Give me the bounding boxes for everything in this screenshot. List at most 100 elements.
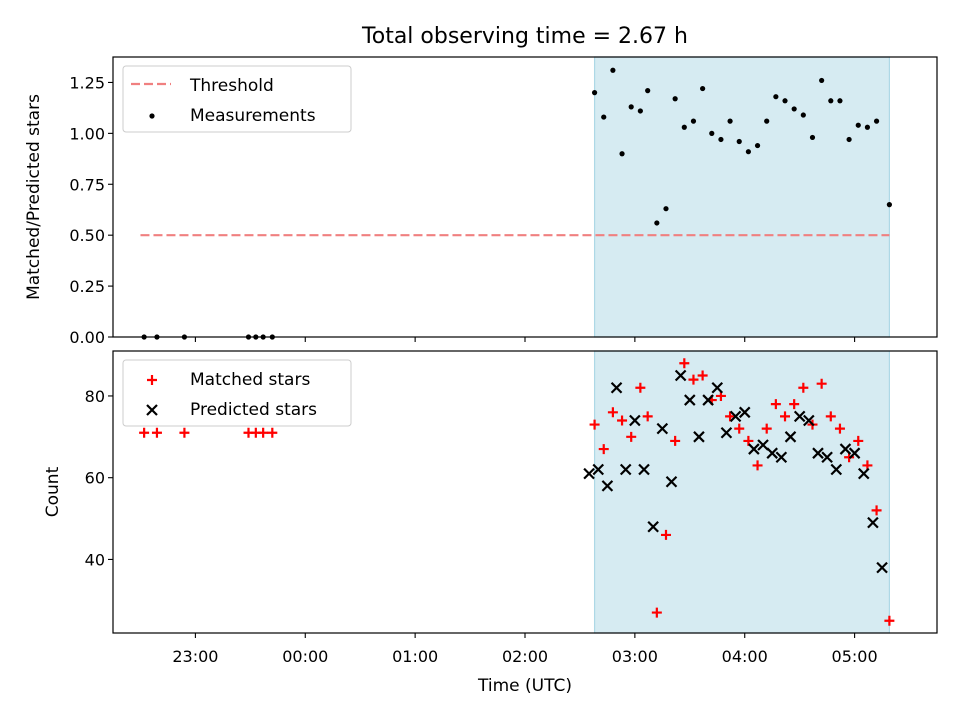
x-tick-label: 00:00 (282, 647, 328, 666)
y-tick-label: 40 (85, 550, 105, 569)
observing-span (593, 56, 890, 338)
predicted-star-point (793, 410, 806, 423)
measurement-point (809, 134, 816, 141)
matched-star-point (651, 607, 662, 618)
legend-label: Matched stars (190, 370, 310, 390)
measurement-point (886, 202, 892, 208)
predicted-star-point (601, 480, 614, 492)
predicted-star-point (711, 382, 724, 394)
matched-star-point (884, 615, 895, 626)
measurement-point (828, 98, 834, 104)
measurement-point (681, 124, 687, 130)
matched-star-point (725, 411, 736, 422)
matched-star-point (743, 435, 754, 446)
measurement-point (654, 220, 660, 226)
series-measurements (141, 67, 892, 340)
y-tick-label: 80 (85, 387, 105, 406)
legend: Threshold Measurements (122, 65, 352, 133)
y-tick-label: 0.25 (69, 277, 105, 296)
legend-measurement-swatch (149, 113, 155, 119)
predicted-star-point (592, 463, 605, 476)
predicted-star-point (693, 431, 705, 443)
matched-star-point (770, 399, 781, 410)
measurement-point (672, 96, 678, 102)
predicted-star-point (656, 422, 669, 435)
measurement-point (745, 149, 751, 155)
predicted-star-point (766, 447, 778, 459)
measurement-point (601, 114, 607, 120)
predicted-star-point (839, 443, 852, 455)
legend-label: Threshold (189, 76, 274, 96)
matched-star-point (853, 435, 864, 446)
matched-star-point (871, 505, 882, 516)
matched-star-point (679, 358, 690, 369)
matched-star-point (688, 374, 699, 385)
predicted-star-point (638, 463, 650, 476)
matched-star-point (798, 382, 809, 393)
predicted-star-point (803, 414, 815, 427)
predicted-star-point (848, 447, 861, 459)
measurement-point (846, 136, 852, 143)
y-tick-label: 1.00 (69, 124, 105, 143)
measurement-point (773, 94, 779, 100)
matched-star-point (139, 427, 150, 438)
matched-star-point (825, 411, 836, 422)
legend-box (122, 359, 352, 427)
measurement-point (700, 85, 706, 92)
measurement-point (782, 98, 788, 104)
legend: Matched stars Predicted stars (122, 359, 352, 427)
matched-star-point (598, 444, 609, 455)
measurement-point (718, 136, 724, 143)
matched-star-point (258, 427, 269, 438)
measurement-point (864, 124, 871, 130)
legend-matched-swatch (147, 375, 157, 385)
predicted-star-point (775, 451, 788, 464)
x-tick-label: 03:00 (612, 647, 658, 666)
matched-star-point (635, 382, 646, 393)
predicted-star-point (876, 561, 888, 574)
x-axis-label: Time (UTC) (477, 676, 572, 696)
matched-star-point (179, 427, 190, 438)
chart-title: Total observing time = 2.67 h (361, 24, 688, 49)
predicted-star-point (784, 431, 797, 443)
measurement-point (628, 104, 634, 110)
x-tick-label: 01:00 (392, 647, 438, 666)
measurement-point (754, 142, 761, 149)
predicted-star-point (665, 476, 678, 488)
x-tick-label: 23:00 (172, 647, 218, 666)
predicted-star-point (647, 520, 659, 533)
measurement-point (800, 112, 806, 118)
y-axis-label: Count (43, 466, 63, 517)
y-tick-label: 1.25 (69, 73, 105, 92)
matched-star-point (761, 423, 772, 434)
matched-star-point (670, 435, 681, 446)
measurement-point (690, 118, 697, 124)
measurement-point (727, 118, 733, 124)
matched-star-point (589, 419, 600, 430)
measurement-point (591, 90, 598, 96)
matched-star-point (734, 423, 745, 434)
predicted-star-point (702, 394, 714, 406)
measurement-point (610, 67, 616, 73)
legend-predicted-swatch (146, 404, 158, 416)
measurement-point (709, 130, 715, 136)
predicted-star-point (629, 414, 641, 427)
panel-1: 0.00 0.25 0.50 0.75 1.00 1.25 Matched/Predicte… (24, 56, 938, 347)
legend-label: Measurements (190, 106, 316, 126)
measurement-point (736, 138, 742, 145)
matched-star-point (660, 529, 671, 540)
matched-star-point (834, 423, 845, 434)
x-tick-label: 02:00 (502, 647, 548, 666)
measurement-point (837, 98, 843, 104)
y-tick-label: 0.50 (69, 226, 105, 245)
measurement-point (645, 88, 651, 94)
matched-star-point (642, 411, 653, 422)
matched-star-point (626, 431, 637, 442)
y-tick-label: 0.75 (69, 175, 105, 194)
measurement-point (637, 108, 643, 114)
predicted-star-point (720, 426, 733, 439)
matched-star-point (617, 415, 628, 426)
observing-span (593, 350, 890, 634)
matched-star-point (697, 370, 708, 381)
